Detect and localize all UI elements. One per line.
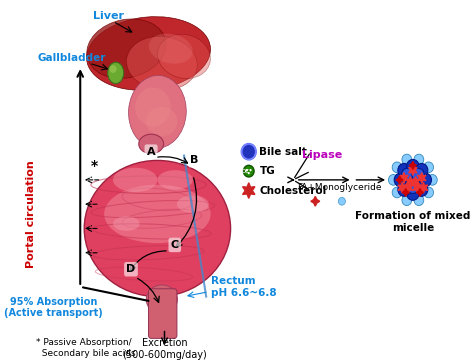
Text: Cholesterol: Cholesterol [259, 185, 327, 196]
Text: *: * [91, 159, 98, 173]
Circle shape [412, 168, 424, 182]
Polygon shape [398, 182, 406, 193]
Text: * Passive Absorption/
  Secondary bile acids: * Passive Absorption/ Secondary bile aci… [36, 338, 136, 358]
Circle shape [419, 173, 431, 187]
Polygon shape [311, 196, 319, 206]
Circle shape [415, 163, 428, 177]
Polygon shape [406, 176, 414, 187]
Text: D: D [127, 264, 136, 274]
Ellipse shape [113, 216, 140, 231]
Circle shape [249, 169, 252, 171]
Text: Excretion
(500-600mg/day): Excretion (500-600mg/day) [122, 338, 207, 360]
Ellipse shape [104, 185, 210, 243]
Circle shape [392, 187, 402, 198]
Circle shape [407, 180, 419, 193]
Text: Gallbladder: Gallbladder [37, 53, 106, 63]
Text: B: B [190, 155, 199, 166]
Circle shape [402, 154, 412, 165]
Polygon shape [402, 189, 409, 196]
Text: Portal circulation: Portal circulation [26, 160, 36, 268]
Ellipse shape [177, 195, 209, 213]
Text: oc: oc [241, 168, 249, 174]
Circle shape [424, 162, 434, 173]
Text: A: A [147, 147, 155, 156]
Circle shape [246, 169, 248, 171]
Ellipse shape [109, 65, 117, 73]
Ellipse shape [108, 62, 124, 83]
Circle shape [428, 175, 437, 185]
Ellipse shape [87, 17, 210, 90]
Text: Liver: Liver [92, 12, 124, 21]
Circle shape [394, 173, 407, 187]
Circle shape [407, 173, 419, 187]
Circle shape [407, 187, 419, 200]
Circle shape [424, 187, 434, 198]
Text: Bile salt: Bile salt [259, 147, 307, 157]
Circle shape [414, 154, 424, 165]
Circle shape [402, 195, 412, 205]
Circle shape [407, 159, 419, 173]
Polygon shape [404, 182, 413, 193]
Ellipse shape [127, 36, 197, 90]
Circle shape [389, 175, 398, 185]
Polygon shape [400, 172, 408, 183]
Text: 95% Absorption
(Active transport): 95% Absorption (Active transport) [4, 297, 103, 318]
Text: C: C [171, 240, 179, 250]
Circle shape [248, 172, 250, 174]
Polygon shape [396, 176, 403, 184]
FancyBboxPatch shape [148, 289, 177, 338]
Ellipse shape [139, 134, 164, 154]
Polygon shape [411, 176, 420, 187]
Ellipse shape [146, 107, 177, 136]
Text: FA+Monoglyceride: FA+Monoglyceride [298, 183, 382, 192]
Ellipse shape [157, 170, 193, 189]
Polygon shape [243, 183, 255, 198]
Ellipse shape [146, 285, 177, 314]
Ellipse shape [149, 34, 192, 64]
Polygon shape [409, 162, 416, 169]
Polygon shape [419, 182, 428, 193]
Circle shape [338, 197, 346, 205]
Circle shape [415, 183, 428, 196]
Ellipse shape [135, 87, 171, 126]
Ellipse shape [157, 34, 210, 78]
Polygon shape [418, 172, 426, 183]
Polygon shape [413, 182, 421, 193]
Polygon shape [416, 189, 423, 196]
Polygon shape [409, 165, 417, 175]
Circle shape [401, 168, 414, 182]
Ellipse shape [84, 160, 230, 297]
Circle shape [398, 183, 410, 196]
Text: Formation of mixed
micelle: Formation of mixed micelle [355, 211, 471, 233]
Circle shape [392, 162, 402, 173]
Circle shape [398, 163, 410, 177]
Ellipse shape [128, 76, 186, 148]
Circle shape [242, 144, 256, 159]
Text: Lipase: Lipase [302, 151, 342, 160]
Circle shape [244, 165, 254, 177]
Ellipse shape [87, 19, 166, 78]
Ellipse shape [113, 168, 157, 192]
Text: TG: TG [259, 166, 275, 176]
Circle shape [414, 195, 424, 205]
Text: Rectum
pH 6.6~6.8: Rectum pH 6.6~6.8 [210, 276, 276, 298]
